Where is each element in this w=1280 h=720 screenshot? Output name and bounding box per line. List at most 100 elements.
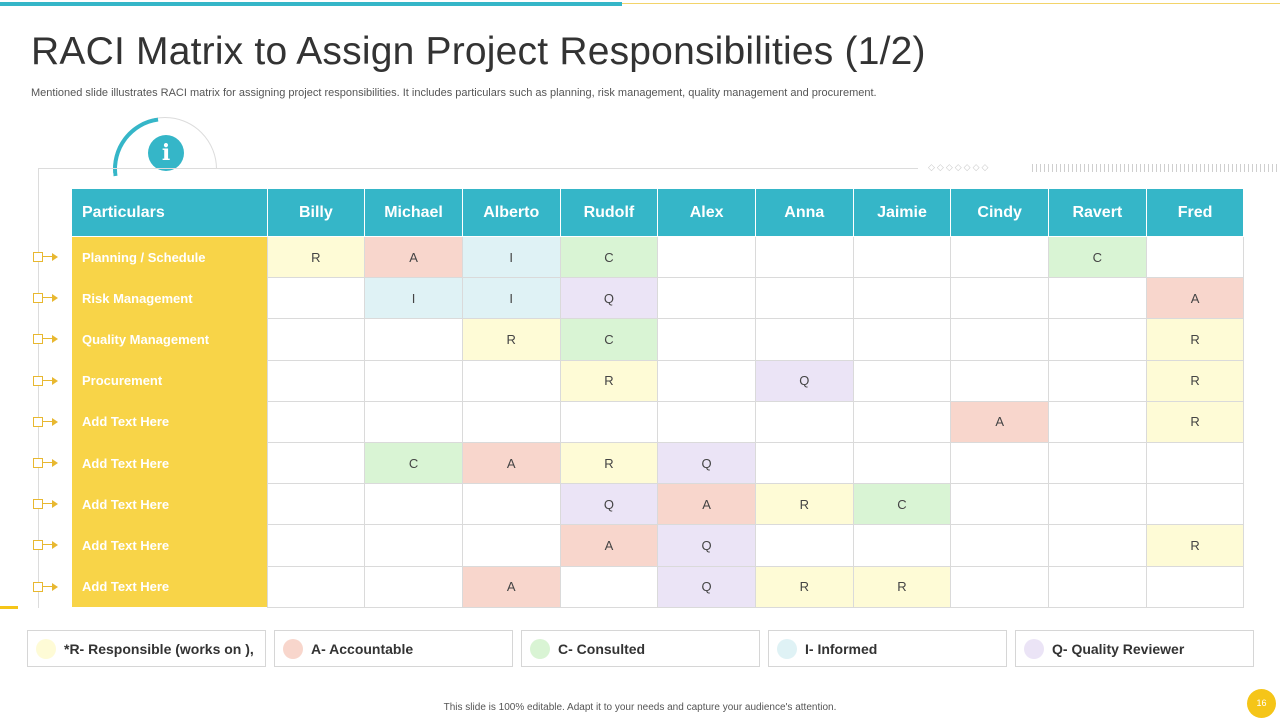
frame-line-top — [38, 168, 918, 169]
table-row: Add Text Here A Q R — [72, 524, 1245, 567]
legend-accountable: A- Accountable — [274, 630, 513, 667]
header-anna: Anna — [754, 188, 854, 237]
raci-cell — [461, 400, 561, 443]
raci-cell: A — [950, 400, 1049, 443]
raci-cell — [754, 318, 854, 361]
row-label: Risk Management — [72, 277, 267, 319]
raci-cell: R — [1145, 318, 1245, 361]
raci-cell: A — [461, 565, 561, 608]
diamond-decoration: ◇◇◇◇◇◇◇ — [928, 162, 991, 172]
row-label: Planning / Schedule — [72, 236, 267, 278]
raci-cell — [364, 318, 463, 361]
raci-cell — [461, 524, 561, 567]
raci-cell — [266, 359, 366, 402]
raci-cell — [461, 359, 561, 402]
top-accent-bar — [0, 2, 622, 6]
row-label: Add Text Here — [72, 442, 267, 484]
row-label: Add Text Here — [72, 566, 267, 608]
raci-cell — [1145, 441, 1245, 485]
row-label: Quality Management — [72, 318, 267, 361]
raci-cell — [852, 524, 952, 567]
raci-cell — [950, 441, 1049, 485]
raci-cell — [852, 277, 952, 320]
raci-cell: I — [364, 277, 463, 320]
raci-cell — [266, 441, 366, 485]
legend-responsible: *R- Responsible (works on ), — [27, 630, 266, 667]
raci-cell — [1145, 483, 1245, 526]
raci-cell — [559, 565, 659, 608]
raci-cell — [657, 359, 756, 402]
table-row: Add Text Here A R — [72, 400, 1245, 443]
legend-informed: I- Informed — [768, 630, 1007, 667]
raci-cell: Q — [657, 524, 756, 567]
footer-note: This slide is 100% editable. Adapt it to… — [443, 702, 837, 713]
raci-cell — [754, 277, 854, 320]
legend-label-quality-reviewer: Q- Quality Reviewer — [1052, 640, 1185, 657]
raci-cell — [364, 483, 463, 526]
raci-matrix-table: Particulars Billy Michael Alberto Rudolf Ale… — [72, 188, 1245, 608]
row-connector-icon — [33, 415, 59, 429]
legend-label-accountable: A- Accountable — [311, 640, 414, 657]
row-connector-icon — [33, 456, 59, 470]
raci-cell: A — [559, 524, 659, 567]
raci-cell — [657, 400, 756, 443]
raci-cell — [754, 524, 854, 567]
table-row: Add Text Here C A R Q — [72, 441, 1245, 485]
slide-title: RACI Matrix to Assign Project Responsibi… — [31, 30, 926, 73]
raci-cell: R — [754, 565, 854, 608]
raci-cell — [1048, 359, 1147, 402]
raci-cell: Q — [559, 483, 659, 526]
raci-cell — [852, 359, 952, 402]
raci-cell — [364, 524, 463, 567]
legend-label-consulted: C- Consulted — [558, 640, 646, 657]
raci-cell: A — [657, 483, 756, 526]
raci-cell — [657, 235, 756, 279]
table-row: Add Text Here A Q R R — [72, 565, 1245, 608]
raci-cell: C — [559, 235, 659, 279]
raci-cell — [950, 318, 1049, 361]
header-alex: Alex — [657, 188, 756, 237]
raci-cell — [266, 483, 366, 526]
header-michael: Michael — [364, 188, 463, 237]
legend-label-informed: I- Informed — [805, 640, 878, 657]
raci-cell — [266, 277, 366, 320]
table-row: Risk Management I I Q A — [72, 277, 1245, 320]
legend-consulted: C- Consulted — [521, 630, 760, 667]
raci-cell: Q — [657, 565, 756, 608]
tick-decoration — [1032, 164, 1280, 172]
raci-cell — [754, 441, 854, 485]
row-connector-icon — [33, 332, 59, 346]
raci-cell — [852, 235, 952, 279]
raci-cell: R — [559, 359, 659, 402]
row-connector-icon — [33, 374, 59, 388]
header-alberto: Alberto — [461, 188, 561, 237]
raci-cell: R — [852, 565, 952, 608]
page-number: 16 — [1247, 689, 1276, 718]
header-ravert: Ravert — [1048, 188, 1147, 237]
raci-cell — [1048, 524, 1147, 567]
table-row: Procurement R Q R — [72, 359, 1245, 402]
raci-cell: C — [1048, 235, 1147, 279]
raci-cell — [950, 359, 1049, 402]
raci-cell — [266, 524, 366, 567]
raci-cell: R — [266, 235, 366, 279]
table-row: Add Text Here Q A R C — [72, 483, 1245, 526]
legend-dot-quality-reviewer — [1024, 638, 1044, 659]
row-connector-icon — [33, 250, 59, 264]
raci-cell — [950, 524, 1049, 567]
raci-cell: Q — [559, 277, 659, 320]
raci-cell — [852, 441, 952, 485]
raci-cell — [657, 277, 756, 320]
frame-line-left — [38, 168, 39, 608]
info-icon: i — [148, 135, 184, 171]
raci-cell — [657, 318, 756, 361]
raci-cell: Q — [754, 359, 854, 402]
legend-label-responsible: *R- Responsible (works on ), — [64, 640, 254, 657]
raci-cell — [1145, 235, 1245, 279]
raci-cell: A — [1145, 277, 1245, 320]
header-jaimie: Jaimie — [852, 188, 952, 237]
raci-cell — [364, 400, 463, 443]
raci-cell: R — [1145, 359, 1245, 402]
legend-dot-accountable — [283, 638, 303, 659]
row-label: Procurement — [72, 360, 267, 402]
